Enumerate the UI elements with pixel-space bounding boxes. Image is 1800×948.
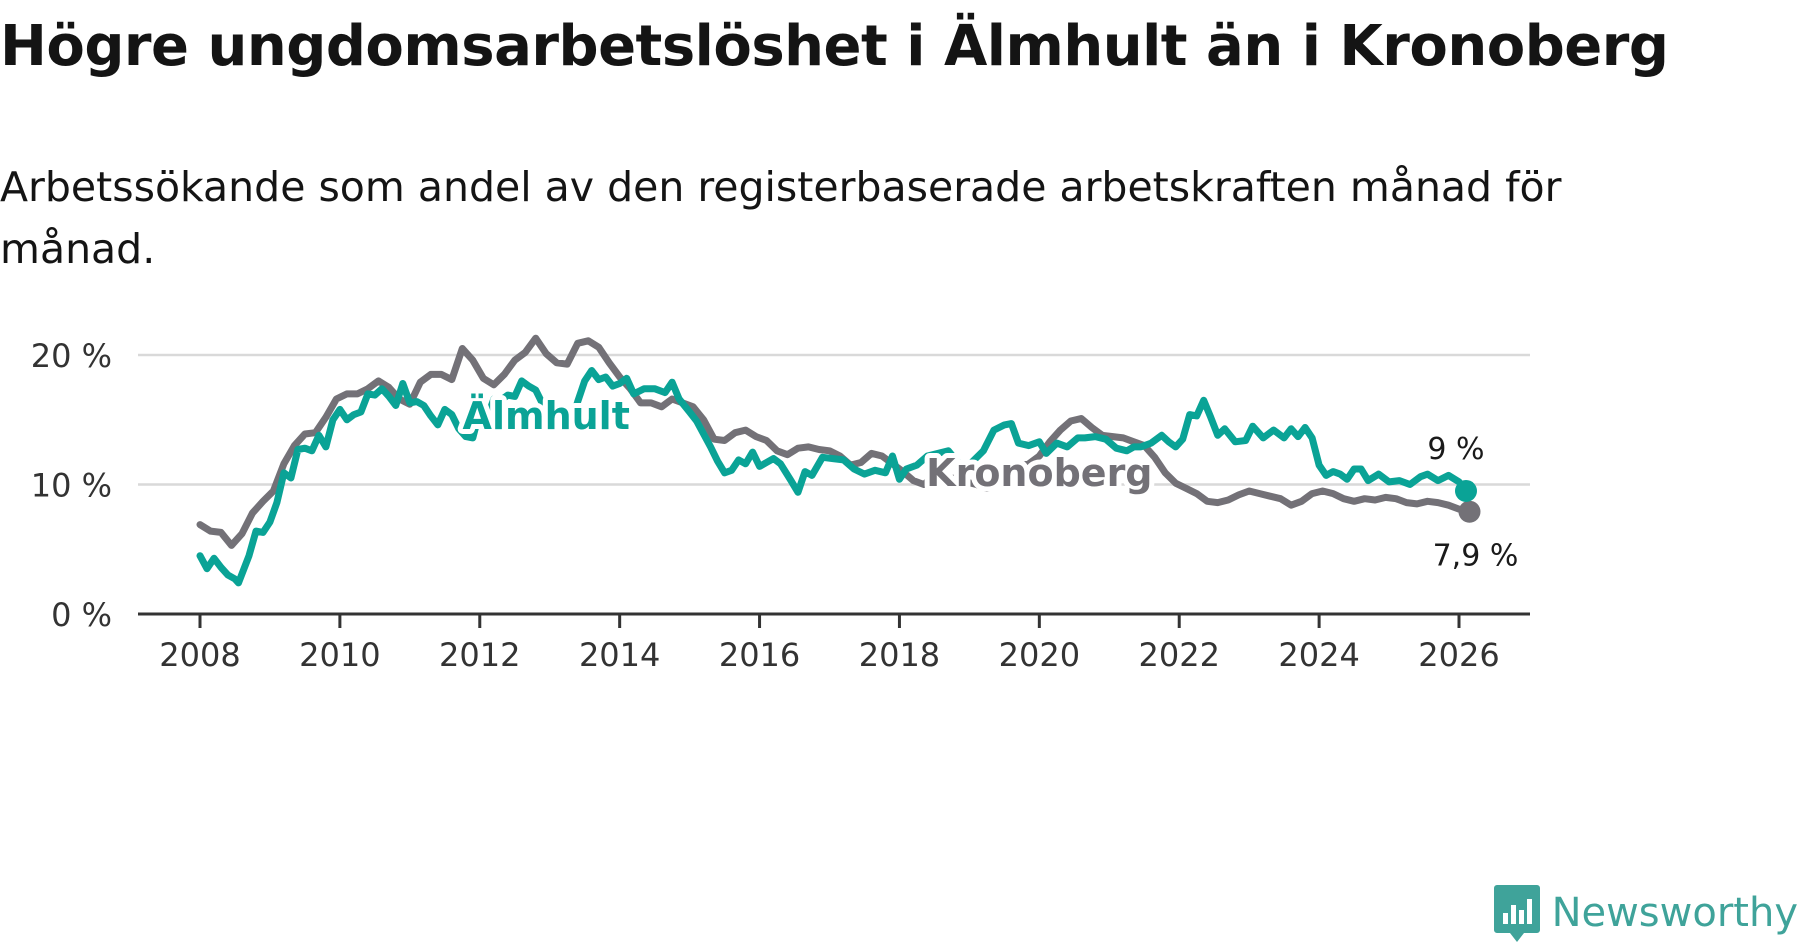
x-tick-label: 2014 <box>579 636 660 674</box>
chart-subtitle: Arbetssökande som andel av den registerb… <box>0 163 1562 273</box>
x-tick-label: 2016 <box>719 636 800 674</box>
y-tick-label: 10 % <box>31 467 112 505</box>
x-tick-label: 2024 <box>1278 636 1359 674</box>
end-value-label-almhult: 9 % <box>1427 432 1484 467</box>
series-label-kronoberg: Kronoberg <box>926 451 1152 495</box>
end-value-label-kronoberg: 7,9 % <box>1433 539 1519 574</box>
series-label-almhult: Älmhult <box>463 394 630 438</box>
y-tick-label: 0 % <box>51 596 112 634</box>
x-tick-label: 2012 <box>439 636 520 674</box>
x-tick-label: 2008 <box>159 636 240 674</box>
chart-title: Högre ungdomsarbetslöshet i Älmhult än i… <box>0 14 1669 79</box>
x-tick-label: 2010 <box>299 636 380 674</box>
series-line-almhult <box>196 367 1470 587</box>
x-tick-label: 2026 <box>1418 636 1499 674</box>
end-point-almhult <box>1454 479 1477 502</box>
brand-name: Newsworthy <box>1551 890 1798 936</box>
newsworthy-logo-icon <box>1493 885 1540 942</box>
end-point-kronoberg <box>1458 500 1481 523</box>
x-tick-label: 2020 <box>999 636 1080 674</box>
x-tick-label: 2018 <box>859 636 940 674</box>
line-chart: 0 % 10 % 20 % 2008 2010 2012 2014 2016 2018 2020 2… <box>31 334 1530 674</box>
x-tick-label: 2022 <box>1139 636 1220 674</box>
series-line-kronoberg <box>196 334 1473 549</box>
y-tick-label: 20 % <box>31 337 112 375</box>
brand-logo[interactable]: Newsworthy <box>1493 883 1798 943</box>
